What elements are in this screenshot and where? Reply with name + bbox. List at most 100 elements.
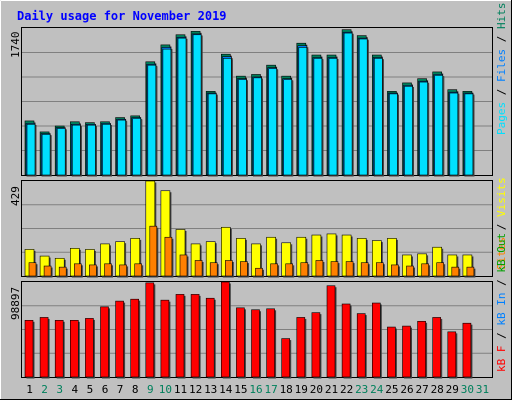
x-tick-label: 30 — [461, 383, 474, 396]
bar-kbf — [24, 320, 34, 378]
bar-sites — [240, 261, 248, 277]
bar-sites — [134, 263, 142, 277]
bar-sites — [179, 254, 188, 277]
x-tick-label: 7 — [117, 383, 124, 396]
x-tick-label: 18 — [280, 383, 293, 396]
legend-files: Files — [495, 49, 508, 82]
bar-sites — [436, 262, 445, 277]
x-tick-label: 17 — [264, 383, 277, 396]
bar-kbf — [462, 322, 472, 378]
bar-pages — [147, 64, 157, 176]
bar-sites — [43, 265, 52, 277]
bottom-max-label: 98897 — [9, 287, 22, 320]
bar-pages — [283, 79, 293, 176]
bar-pages — [343, 32, 353, 176]
bar-kbf — [311, 312, 321, 378]
bar-pages — [389, 93, 398, 176]
bar-kbf — [190, 294, 200, 378]
legend-hits: Hits — [495, 3, 508, 30]
bar-sites — [300, 262, 309, 277]
bar-sites — [89, 264, 97, 277]
x-tick-label: 29 — [446, 383, 459, 396]
bar-sites — [225, 260, 233, 277]
bar-sites — [345, 261, 354, 277]
bar-kbf — [175, 294, 185, 378]
x-tick-label: 5 — [87, 383, 94, 396]
bar-sites — [194, 260, 203, 277]
bar-kbf — [371, 302, 381, 378]
x-tick-label: 8 — [132, 383, 139, 396]
bar-pages — [223, 58, 232, 176]
bar-pages — [87, 124, 96, 176]
bar-sites — [315, 260, 324, 277]
bar-sites — [270, 263, 278, 277]
bar-sites — [330, 261, 339, 277]
bar-pages — [358, 38, 368, 176]
bar-sites — [375, 262, 384, 277]
bar-pages — [238, 79, 247, 176]
bar-sites — [406, 265, 414, 277]
middle-max-label: 429 — [9, 186, 22, 206]
x-tick-label: 22 — [340, 383, 353, 396]
legend-top: Pages / Files / Hits — [495, 3, 508, 136]
bar-pages — [72, 124, 81, 176]
legend-kbout: kB Out — [495, 233, 508, 273]
bar-pages — [419, 81, 428, 176]
bar-pages — [253, 77, 262, 176]
bar-kbf — [115, 300, 124, 378]
bar-kbf — [100, 306, 109, 378]
x-tick-label: 1 — [26, 383, 33, 396]
bar-kbf — [432, 317, 442, 378]
x-tick-label: 21 — [325, 383, 338, 396]
bar-pages — [41, 134, 51, 176]
bar-pages — [132, 118, 141, 176]
bar-pages — [26, 124, 36, 176]
bar-kbf — [205, 297, 215, 378]
x-axis-labels: 1 2 3 4 5 6 7 8 9 10 11 12 13 14 15 16 17 18 19 20 21 22 23 24 2… — [26, 383, 489, 396]
bar-pages — [162, 48, 172, 176]
bar-pages — [313, 58, 323, 176]
x-tick-label: 9 — [147, 383, 154, 396]
chart-title: Daily usage for November 2019 — [17, 9, 227, 23]
bar-pages — [404, 85, 413, 176]
x-tick-label: 14 — [219, 383, 233, 396]
bar-kbf — [296, 317, 306, 378]
bar-kbf — [39, 317, 49, 378]
x-tick-label: 20 — [310, 383, 323, 396]
bar-kbf — [251, 309, 260, 378]
bar-kbf — [356, 313, 366, 378]
x-tick-label: 19 — [295, 383, 308, 396]
x-tick-label: 2 — [41, 383, 48, 396]
bar-sites — [391, 264, 399, 277]
x-tick-label: 11 — [174, 383, 187, 396]
x-tick-label: 27 — [415, 383, 428, 396]
bar-kbf — [54, 320, 64, 378]
x-tick-label: 6 — [102, 383, 109, 396]
bar-sites — [255, 267, 263, 277]
bar-kbf — [85, 318, 94, 378]
bar-sites — [119, 264, 127, 277]
bar-pages — [192, 34, 202, 176]
bar-kbf — [341, 303, 351, 378]
x-tick-label: 23 — [355, 383, 368, 396]
legend-kbf: kB F — [495, 346, 508, 373]
x-tick-label: 4 — [71, 383, 78, 396]
legend-kbin: kB In — [495, 293, 508, 326]
bar-sites — [421, 263, 429, 277]
x-tick-label: 15 — [234, 383, 247, 396]
bar-kbf — [70, 320, 79, 378]
bar-pages — [102, 124, 111, 176]
bar-pages — [207, 93, 217, 176]
bar-kbf — [447, 331, 457, 378]
bar-kbf — [402, 325, 411, 378]
bar-kbf — [417, 320, 426, 378]
bar-sites — [28, 262, 37, 277]
bar-kbf — [221, 281, 230, 378]
bar-sites — [285, 263, 294, 277]
x-tick-label: 31 — [476, 383, 489, 396]
legend-visits: Visits — [495, 177, 508, 217]
bar-pages — [117, 119, 126, 176]
bar-kbf — [130, 298, 139, 378]
x-tick-label: 10 — [159, 383, 172, 396]
x-tick-label: 12 — [189, 383, 202, 396]
